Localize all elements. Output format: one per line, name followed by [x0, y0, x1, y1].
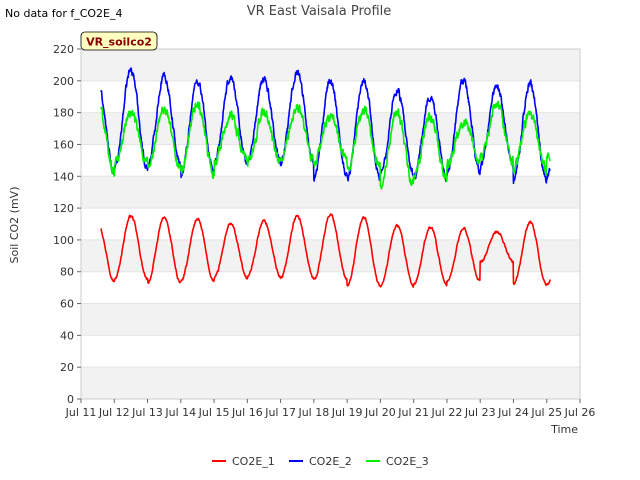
- x-tick-label: Jul 25: [530, 406, 562, 419]
- y-tick-label: 60: [60, 298, 74, 311]
- series-line-co2e-2: [100, 67, 551, 185]
- x-tick-label: Jul 26: [564, 406, 596, 419]
- legend: CO2E_1 CO2E_2 CO2E_3: [212, 455, 429, 468]
- chart-title: VR East Vaisala Profile: [247, 4, 392, 19]
- y-tick-label: 20: [60, 361, 74, 374]
- y-tick-label: 0: [67, 393, 74, 406]
- x-tick-label: Jul 17: [264, 406, 296, 419]
- y-tick-label: 80: [60, 266, 74, 279]
- plot-band: [81, 49, 580, 81]
- legend-label: CO2E_3: [386, 455, 429, 468]
- x-tick-label: Jul 12: [98, 406, 130, 419]
- series-line-co2e-3: [100, 100, 551, 190]
- x-tick-label: Jul 18: [297, 406, 329, 419]
- legend-label: CO2E_1: [232, 455, 275, 468]
- y-tick-label: 40: [60, 329, 74, 342]
- y-tick-label: 180: [53, 107, 74, 120]
- x-tick-label: Jul 15: [198, 406, 230, 419]
- y-tick-label: 200: [53, 75, 74, 88]
- plot-bands: [81, 49, 580, 399]
- grid-lines: [81, 48, 580, 400]
- x-tick-label: Jul 13: [131, 406, 163, 419]
- plot-band: [81, 239, 580, 272]
- x-tick-label: Jul 16: [231, 406, 263, 419]
- site-tag: VR_soilco2: [80, 31, 158, 51]
- site-tag-box: [80, 31, 158, 51]
- y-tick-label: 140: [53, 170, 74, 183]
- plot-band: [81, 303, 580, 336]
- x-axis-label: Time: [550, 423, 578, 436]
- y-tick-label: 220: [53, 43, 74, 56]
- series-line-co2e-1: [100, 213, 551, 288]
- no-data-note: No data for f_CO2E_4: [5, 7, 123, 20]
- site-tag-label: VR_soilco2: [86, 36, 152, 49]
- plot-band: [81, 367, 580, 399]
- x-tick-label: Jul 20: [364, 406, 396, 419]
- x-tick-label: Jul 11: [65, 406, 97, 419]
- y-axis-ticks: 0 20 40 60 80 100 120 140 160 180 200 220: [53, 43, 81, 406]
- y-tick-label: 160: [53, 138, 74, 151]
- series-layer: [100, 67, 551, 288]
- y-tick-label: 120: [53, 202, 74, 215]
- plot-frame: [80, 48, 581, 400]
- legend-label: CO2E_2: [309, 455, 352, 468]
- x-tick-label: Jul 19: [331, 406, 363, 419]
- x-tick-label: Jul 22: [431, 406, 463, 419]
- plot-band: [81, 176, 580, 209]
- y-tick-label: 100: [53, 234, 74, 247]
- x-tick-label: Jul 23: [464, 406, 496, 419]
- y-axis-label: Soil CO2 (mV): [8, 187, 21, 264]
- x-tick-label: Jul 24: [497, 406, 529, 419]
- x-tick-label: Jul 14: [164, 406, 196, 419]
- x-axis-ticks: Jul 11 Jul 12 Jul 13 Jul 14 Jul 15 Jul 16 Jul …: [65, 399, 596, 419]
- x-tick-label: Jul 21: [397, 406, 429, 419]
